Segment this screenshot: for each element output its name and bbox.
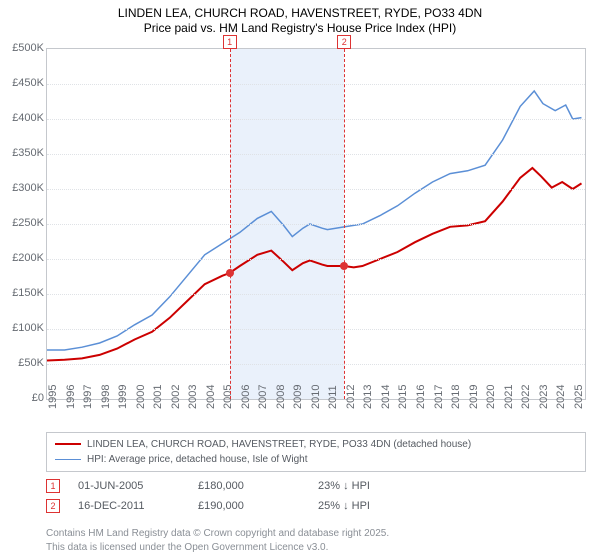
- x-tick-label: 2019: [468, 385, 480, 409]
- x-tick-label: 2024: [555, 385, 567, 409]
- y-tick-label: £450K: [0, 77, 44, 89]
- legend-item-property: LINDEN LEA, CHURCH ROAD, HAVENSTREET, RY…: [55, 437, 577, 452]
- sale-marker-line: [230, 49, 231, 399]
- x-tick-label: 2008: [275, 385, 287, 409]
- x-tick-label: 2013: [362, 385, 374, 409]
- sale-row-marker: 2: [46, 499, 60, 513]
- series-hpi: [47, 91, 582, 350]
- series-property: [47, 168, 582, 361]
- footer-attribution: Contains HM Land Registry data © Crown c…: [46, 527, 389, 554]
- legend-item-hpi: HPI: Average price, detached house, Isle…: [55, 452, 577, 467]
- sale-marker-line: [344, 49, 345, 399]
- sale-row: 1 01-JUN-2005£180,00023% ↓ HPI: [46, 476, 438, 496]
- x-tick-label: 2002: [170, 385, 182, 409]
- x-tick-label: 2020: [485, 385, 497, 409]
- x-tick-label: 2021: [503, 385, 515, 409]
- y-tick-label: £350K: [0, 147, 44, 159]
- sale-marker-box: 2: [337, 35, 351, 49]
- x-tick-label: 1997: [82, 385, 94, 409]
- x-tick-label: 2011: [327, 385, 339, 409]
- chart-subtitle: Price paid vs. HM Land Registry's House …: [0, 21, 600, 35]
- x-tick-label: 2009: [292, 385, 304, 409]
- y-tick-label: £500K: [0, 42, 44, 54]
- legend: LINDEN LEA, CHURCH ROAD, HAVENSTREET, RY…: [46, 432, 586, 472]
- plot-area: 1995199619971998199920002001200220032004…: [46, 48, 586, 400]
- x-tick-label: 2018: [450, 385, 462, 409]
- x-tick-label: 2000: [135, 385, 147, 409]
- x-tick-label: 2006: [240, 385, 252, 409]
- x-tick-label: 2016: [415, 385, 427, 409]
- sale-point: [226, 269, 234, 277]
- y-tick-label: £400K: [0, 112, 44, 124]
- y-tick-label: £50K: [0, 357, 44, 369]
- x-tick-label: 2010: [310, 385, 322, 409]
- x-tick-label: 1999: [117, 385, 129, 409]
- x-tick-label: 2023: [538, 385, 550, 409]
- sale-price: £180,000: [198, 480, 318, 492]
- sale-point: [340, 262, 348, 270]
- sale-delta: 23% ↓ HPI: [318, 480, 438, 492]
- x-tick-label: 2015: [397, 385, 409, 409]
- sale-row: 2 16-DEC-2011£190,00025% ↓ HPI: [46, 496, 438, 516]
- x-tick-label: 1996: [65, 385, 77, 409]
- y-tick-label: £150K: [0, 287, 44, 299]
- x-tick-label: 2022: [520, 385, 532, 409]
- y-tick-label: £100K: [0, 322, 44, 334]
- x-tick-label: 1998: [100, 385, 112, 409]
- sale-delta: 25% ↓ HPI: [318, 500, 438, 512]
- sale-row-marker: 1: [46, 479, 60, 493]
- sale-date: 16-DEC-2011: [78, 500, 198, 512]
- sales-table: 1 01-JUN-2005£180,00023% ↓ HPI 2 16-DEC-201…: [46, 476, 438, 516]
- x-tick-label: 2012: [345, 385, 357, 409]
- x-tick-label: 2003: [187, 385, 199, 409]
- x-tick-label: 2007: [257, 385, 269, 409]
- chart-title: LINDEN LEA, CHURCH ROAD, HAVENSTREET, RY…: [0, 0, 600, 21]
- chart-container: LINDEN LEA, CHURCH ROAD, HAVENSTREET, RY…: [0, 0, 600, 560]
- sale-marker-box: 1: [223, 35, 237, 49]
- x-tick-label: 2025: [573, 385, 585, 409]
- y-tick-label: £250K: [0, 217, 44, 229]
- sale-date: 01-JUN-2005: [78, 480, 198, 492]
- x-tick-label: 2001: [152, 385, 164, 409]
- y-tick-label: £200K: [0, 252, 44, 264]
- x-tick-label: 2005: [222, 385, 234, 409]
- sale-price: £190,000: [198, 500, 318, 512]
- y-tick-label: £0: [0, 392, 44, 404]
- x-tick-label: 2014: [380, 385, 392, 409]
- y-tick-label: £300K: [0, 182, 44, 194]
- x-tick-label: 1995: [47, 385, 59, 409]
- x-tick-label: 2017: [433, 385, 445, 409]
- x-tick-label: 2004: [205, 385, 217, 409]
